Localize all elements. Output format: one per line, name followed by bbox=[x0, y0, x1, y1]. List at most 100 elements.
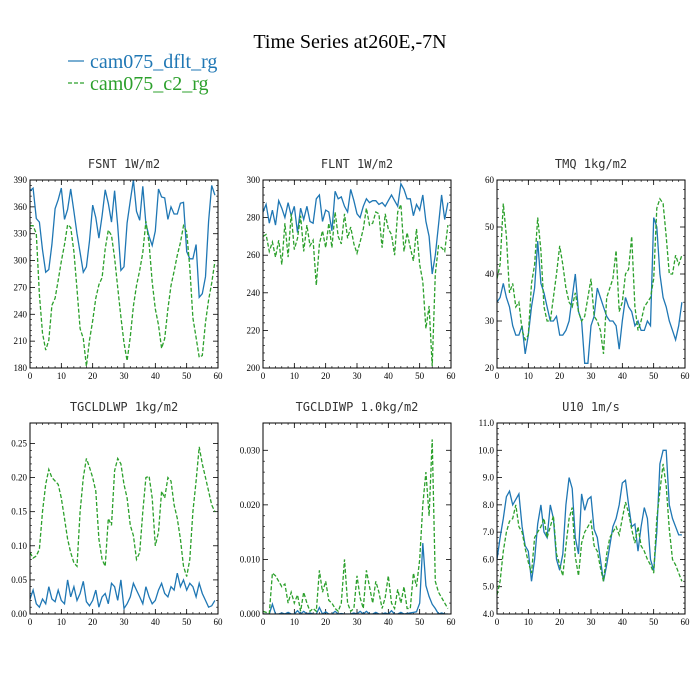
plot-frame bbox=[496, 422, 686, 615]
panel-title: TGCLDLWP 1kg/m2 bbox=[70, 400, 178, 414]
y-tick-label: 0.05 bbox=[11, 575, 27, 585]
panel-4: TGCLDLWP 1kg/m2 0 10 20 30 40 50 60 0.00 0.05 0.10… bbox=[11, 400, 223, 627]
plot-frame bbox=[29, 179, 219, 369]
panel-title: U10 1m/s bbox=[562, 400, 620, 414]
panel-title: TMQ 1kg/m2 bbox=[555, 157, 627, 171]
y-tick-label: 180 bbox=[14, 363, 28, 373]
panel-3: TMQ 1kg/m2 0 10 20 30 40 50 60 20 30 40 50 60 bbox=[485, 157, 690, 381]
x-tick-label: 50 bbox=[649, 617, 659, 627]
legend-label-c2: cam075_c2_rg bbox=[90, 73, 209, 95]
series-line-c2 bbox=[497, 197, 683, 354]
x-tick-label: 30 bbox=[353, 371, 363, 381]
x-tick-label: 60 bbox=[447, 617, 457, 627]
x-tick-label: 30 bbox=[120, 371, 130, 381]
x-tick-label: 10 bbox=[290, 617, 300, 627]
y-tick-label: 5.0 bbox=[483, 582, 495, 592]
x-tick-label: 30 bbox=[587, 371, 597, 381]
y-tick-label: 40 bbox=[485, 269, 495, 279]
panel-1: FSNT 1W/m2 0 10 20 30 40 50 60 180 210 240 270 300 33… bbox=[14, 157, 224, 381]
y-tick-label: 0.00 bbox=[11, 609, 27, 619]
x-tick-label: 40 bbox=[618, 371, 628, 381]
x-tick-label: 40 bbox=[151, 371, 161, 381]
y-tick-label: 10.0 bbox=[478, 445, 494, 455]
panel-title: FLNT 1W/m2 bbox=[321, 157, 393, 171]
x-tick-label: 50 bbox=[649, 371, 659, 381]
x-tick-label: 50 bbox=[182, 371, 192, 381]
x-tick-label: 50 bbox=[415, 371, 425, 381]
y-tick-label: 280 bbox=[247, 213, 261, 223]
x-tick-label: 20 bbox=[555, 617, 565, 627]
y-tick-label: 50 bbox=[485, 222, 495, 232]
x-tick-label: 10 bbox=[57, 617, 67, 627]
y-tick-label: 300 bbox=[247, 175, 261, 185]
series-line-c2 bbox=[30, 221, 216, 367]
y-tick-label: 0.000 bbox=[240, 609, 261, 619]
y-tick-label: 0.25 bbox=[11, 438, 27, 448]
x-tick-label: 0 bbox=[28, 371, 33, 381]
series-line-dflt bbox=[497, 217, 683, 364]
series-line-dflt bbox=[263, 543, 448, 614]
series-line-dflt bbox=[30, 180, 216, 299]
y-tick-label: 240 bbox=[14, 309, 28, 319]
x-tick-label: 30 bbox=[353, 617, 363, 627]
x-tick-label: 10 bbox=[290, 371, 300, 381]
x-tick-label: 40 bbox=[384, 617, 394, 627]
x-tick-label: 60 bbox=[214, 617, 224, 627]
x-tick-label: 30 bbox=[587, 617, 597, 627]
x-tick-label: 40 bbox=[618, 617, 628, 627]
x-tick-label: 20 bbox=[555, 371, 565, 381]
y-tick-label: 8.0 bbox=[483, 500, 495, 510]
figure-title: Time Series at260E,-7N bbox=[253, 31, 446, 53]
x-tick-label: 10 bbox=[524, 617, 534, 627]
x-tick-label: 0 bbox=[261, 371, 266, 381]
y-tick-label: 360 bbox=[14, 202, 28, 212]
x-tick-label: 20 bbox=[321, 617, 331, 627]
y-tick-label: 200 bbox=[247, 363, 261, 373]
y-tick-label: 0.020 bbox=[240, 500, 261, 510]
x-tick-label: 10 bbox=[57, 371, 67, 381]
x-tick-label: 30 bbox=[120, 617, 130, 627]
x-tick-label: 0 bbox=[28, 617, 33, 627]
y-tick-label: 0.010 bbox=[240, 554, 261, 564]
x-tick-label: 0 bbox=[261, 617, 266, 627]
x-tick-label: 40 bbox=[151, 617, 161, 627]
y-tick-label: 390 bbox=[14, 175, 28, 185]
series-line-c2 bbox=[263, 439, 449, 614]
x-tick-label: 20 bbox=[88, 617, 98, 627]
x-tick-label: 0 bbox=[495, 371, 500, 381]
y-tick-label: 9.0 bbox=[483, 473, 495, 483]
y-tick-label: 220 bbox=[247, 325, 261, 335]
x-tick-label: 20 bbox=[321, 371, 331, 381]
x-tick-label: 10 bbox=[524, 371, 534, 381]
y-tick-label: 300 bbox=[14, 256, 28, 266]
y-tick-label: 330 bbox=[14, 229, 28, 239]
panel-title: FSNT 1W/m2 bbox=[88, 157, 160, 171]
plot-frame bbox=[262, 179, 452, 369]
x-tick-label: 60 bbox=[214, 371, 224, 381]
plot-frame bbox=[496, 179, 686, 369]
y-tick-label: 0.10 bbox=[11, 541, 27, 551]
x-tick-label: 60 bbox=[681, 617, 691, 627]
series-line-c2 bbox=[30, 446, 216, 577]
plot-frame bbox=[29, 422, 219, 615]
y-tick-label: 270 bbox=[14, 282, 28, 292]
y-tick-label: 0.030 bbox=[240, 445, 261, 455]
y-tick-label: 0.20 bbox=[11, 473, 27, 483]
y-tick-label: 210 bbox=[14, 336, 28, 346]
y-tick-label: 60 bbox=[485, 175, 495, 185]
x-tick-label: 40 bbox=[384, 371, 394, 381]
y-tick-label: 30 bbox=[485, 316, 495, 326]
y-tick-label: 20 bbox=[485, 363, 495, 373]
series-line-dflt bbox=[263, 181, 449, 275]
panel-2: FLNT 1W/m2 0 10 20 30 40 50 60 200 220 240 260 280 30… bbox=[247, 157, 457, 381]
y-tick-label: 240 bbox=[247, 288, 261, 298]
series-line-dflt bbox=[497, 449, 682, 582]
y-tick-label: 0.15 bbox=[11, 507, 27, 517]
series-line-c2 bbox=[263, 204, 449, 367]
x-tick-label: 0 bbox=[495, 617, 500, 627]
series-line-dflt bbox=[30, 572, 216, 611]
series-line-c2 bbox=[497, 463, 683, 596]
y-tick-label: 260 bbox=[247, 250, 261, 260]
y-tick-label: 4.0 bbox=[483, 609, 495, 619]
